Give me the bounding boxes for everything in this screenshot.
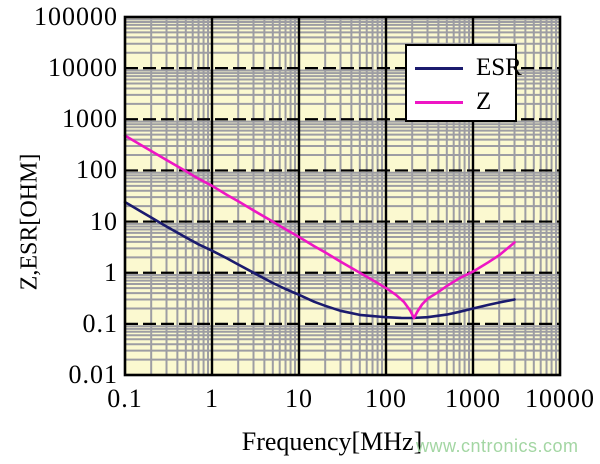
y-tick-label: 100000: [34, 2, 118, 31]
watermark: www.cntronics.com: [416, 436, 579, 456]
x-tick-label: 10: [285, 384, 313, 413]
x-axis-title: Frequency[MHz]: [241, 427, 423, 456]
x-tick-label: 1000: [445, 384, 501, 413]
series-z-line: [123, 134, 516, 320]
y-tick-label: 10000: [48, 53, 118, 83]
y-tick-label: 1000: [62, 104, 118, 134]
legend: ESR Z: [405, 44, 522, 122]
legend-label: Z: [476, 88, 492, 115]
y-tick-label: 10: [90, 206, 118, 236]
x-tick-label: 100: [365, 384, 407, 413]
y-tick-label: 0.01: [68, 360, 118, 389]
series-esr-line: [123, 200, 516, 320]
z-line-sample: [415, 100, 463, 104]
y-tick-label: 0.1: [82, 308, 118, 338]
y-tick-label: 1: [104, 257, 118, 287]
x-tick-label: 10000: [525, 384, 595, 413]
esr-line-sample: [415, 66, 463, 70]
y-tick-label: 100: [76, 155, 118, 185]
legend-item-esr: ESR: [407, 51, 522, 85]
y-axis-title: Z,ESR[OHM]: [16, 153, 43, 291]
legend-item-z: Z: [407, 85, 515, 119]
legend-label: ESR: [476, 54, 522, 81]
x-tick-label: 0.1: [107, 384, 143, 413]
plot-border: [123, 15, 562, 377]
x-tick-label: 1: [205, 384, 219, 413]
